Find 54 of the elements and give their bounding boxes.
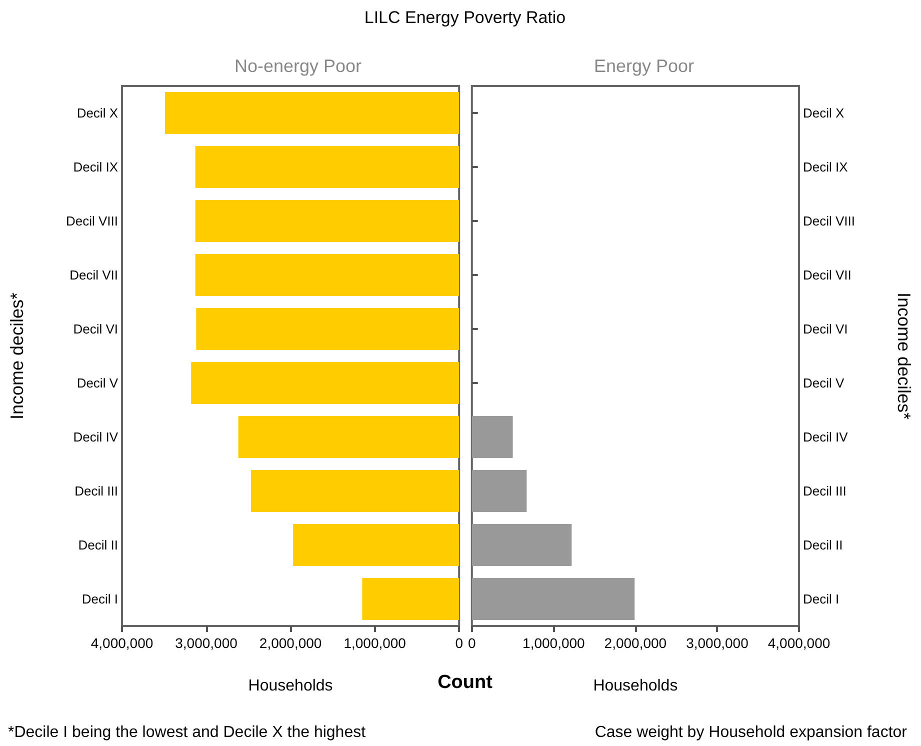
y-tick-label: Decil II	[803, 538, 843, 552]
x-tick-label: 1,000,000	[522, 635, 586, 651]
y-tick-label: Decil IX	[73, 160, 118, 174]
x-tick-label: 0	[455, 635, 464, 651]
y-tick-label: Decil V	[803, 376, 845, 390]
bar	[472, 416, 513, 458]
bar	[164, 92, 460, 134]
text: Case weight by Household expansion factor	[594, 724, 907, 742]
y-tick-label: Decil II	[78, 538, 118, 552]
x-tick-label: 3,000,000	[175, 635, 238, 651]
x-tick-label: 2,000,000	[604, 635, 667, 651]
y-tick-label: Decil X	[76, 106, 118, 120]
chart-title: Energy Poor	[594, 56, 694, 76]
y-tick-label: Decil I	[82, 592, 118, 606]
y-tick-label: Decil V	[76, 376, 118, 390]
x-tick-label: 3,000,000	[686, 635, 749, 651]
bar	[250, 470, 460, 512]
y-tick-label: Decil VIII	[66, 214, 118, 228]
text: LILC Energy Poverty Ratio	[364, 8, 566, 28]
x-tick-label: 4,000,000	[768, 635, 830, 651]
bar	[195, 200, 460, 242]
bar	[362, 578, 460, 620]
bar	[195, 146, 460, 188]
bar	[191, 362, 460, 404]
y-tick-label: Decil III	[803, 484, 846, 498]
y-tick-label: Decil VII	[70, 268, 118, 282]
y-tick-label: Decil VI	[73, 322, 118, 336]
y-tick-label: Decil IX	[803, 160, 848, 174]
text: *Decile I being the lowest and Decile X the highest	[8, 724, 366, 742]
y-tick-label: Decil IV	[803, 430, 848, 444]
x-tick-label: 0	[468, 635, 476, 651]
y-tick-label: Decil III	[74, 484, 118, 498]
text: Count	[438, 672, 492, 694]
x-axis-title: Households	[593, 678, 678, 694]
bar	[472, 524, 572, 566]
bar	[293, 524, 460, 566]
y-axis-title: Income deciles*	[894, 292, 914, 420]
y-tick-label: Decil VI	[803, 322, 848, 336]
y-tick-label: Decil VII	[803, 268, 852, 282]
x-tick-label: 4,000,000	[90, 635, 154, 651]
y-tick-label: Decil X	[803, 106, 845, 120]
bar	[238, 416, 460, 458]
bar	[196, 308, 460, 350]
x-tick-label: 1,000,000	[344, 635, 406, 651]
y-tick-label: Decil I	[803, 592, 840, 606]
y-tick-label: Decil IV	[73, 430, 118, 444]
x-tick-label: 2,000,000	[259, 635, 322, 651]
bar	[472, 470, 527, 512]
x-axis-title: Households	[248, 678, 333, 694]
chart-title: No-energy Poor	[234, 56, 362, 76]
y-tick-label: Decil VIII	[803, 214, 856, 228]
bar	[195, 254, 460, 296]
bar	[472, 578, 635, 620]
y-axis-title: Income deciles*	[7, 292, 27, 420]
